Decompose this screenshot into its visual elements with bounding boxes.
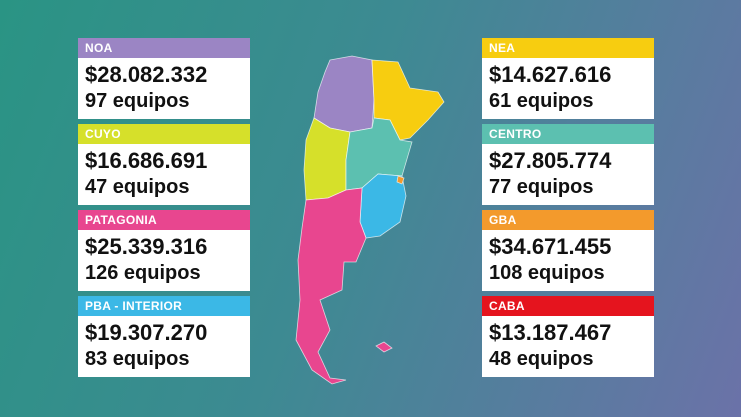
region-card: PBA - INTERIOR $19.307.270 83 equipos <box>78 296 250 377</box>
region-name: NOA <box>78 38 250 58</box>
region-name: NEA <box>482 38 654 58</box>
card-body: $16.686.691 47 equipos <box>78 144 250 205</box>
region-name: GBA <box>482 210 654 230</box>
card-body: $19.307.270 83 equipos <box>78 316 250 377</box>
card-body: $27.805.774 77 equipos <box>482 144 654 205</box>
region-card: GBA $34.671.455 108 equipos <box>482 210 654 291</box>
region-card: CUYO $16.686.691 47 equipos <box>78 124 250 205</box>
region-name: CUYO <box>78 124 250 144</box>
amount: $28.082.332 <box>85 62 208 87</box>
region-card: NEA $14.627.616 61 equipos <box>482 38 654 119</box>
amount: $19.307.270 <box>85 320 208 345</box>
amount: $14.627.616 <box>489 62 612 87</box>
region-name: PBA - INTERIOR <box>78 296 250 316</box>
amount: $25.339.316 <box>85 234 208 259</box>
region-card: CABA $13.187.467 48 equipos <box>482 296 654 377</box>
region-patagonia <box>295 187 367 385</box>
teams: 77 equipos <box>489 176 594 198</box>
card-body: $28.082.332 97 equipos <box>78 58 250 119</box>
teams: 126 equipos <box>85 262 201 284</box>
card-body: $25.339.316 126 equipos <box>78 230 250 291</box>
teams: 61 equipos <box>489 90 594 112</box>
region-card: PATAGONIA $25.339.316 126 equipos <box>78 210 250 291</box>
region-name: PATAGONIA <box>78 210 250 230</box>
region-name: CABA <box>482 296 654 316</box>
card-body: $13.187.467 48 equipos <box>482 316 654 377</box>
region-noa <box>313 55 375 133</box>
amount: $34.671.455 <box>489 234 612 259</box>
region-islands <box>375 341 393 353</box>
card-body: $34.671.455 108 equipos <box>482 230 654 291</box>
region-card: CENTRO $27.805.774 77 equipos <box>482 124 654 205</box>
region-pba <box>359 173 407 239</box>
region-cuyo <box>303 117 351 201</box>
amount: $27.805.774 <box>489 148 612 173</box>
teams: 47 equipos <box>85 176 190 198</box>
teams: 108 equipos <box>489 262 605 284</box>
region-name: CENTRO <box>482 124 654 144</box>
region-centro <box>345 117 413 191</box>
region-card: NOA $28.082.332 97 equipos <box>78 38 250 119</box>
amount: $16.686.691 <box>85 148 208 173</box>
teams: 48 equipos <box>489 348 594 370</box>
region-gba <box>396 175 405 185</box>
teams: 83 equipos <box>85 348 190 370</box>
teams: 97 equipos <box>85 90 190 112</box>
amount: $13.187.467 <box>489 320 612 345</box>
card-body: $14.627.616 61 equipos <box>482 58 654 119</box>
